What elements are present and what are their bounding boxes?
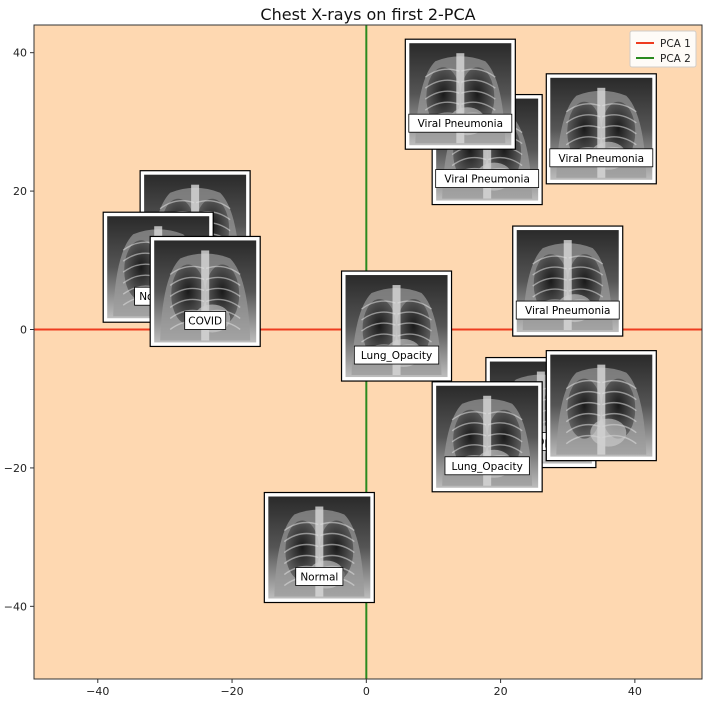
xray-point: [545, 350, 657, 462]
x-tick-label: 0: [363, 685, 370, 698]
legend: PCA 1 PCA 2: [629, 30, 697, 68]
legend-entry: PCA 2: [660, 53, 691, 65]
point-label: Viral Pneumonia: [418, 118, 503, 130]
xray-point: Normal: [263, 491, 375, 604]
x-tick-label: −40: [86, 685, 109, 698]
point-label: Viral Pneumonia: [525, 305, 610, 317]
xray-thumbnails: Normal COVID Viral Pneumonia Viral Pneumoni…: [102, 38, 657, 604]
point-label: Normal: [300, 572, 338, 584]
xray-point: Viral Pneumonia: [404, 38, 516, 150]
xray-point: Viral Pneumonia: [512, 225, 624, 337]
chart-title: Chest X-rays on first 2-PCA: [260, 5, 475, 24]
point-label: COVID: [188, 315, 222, 327]
y-axis: −40 −20 0 20 40: [4, 47, 34, 613]
x-tick-label: −20: [220, 685, 243, 698]
xray-point: Viral Pneumonia: [545, 73, 657, 185]
xray-point: Lung_Opacity: [340, 270, 453, 382]
y-tick-label: −40: [4, 600, 27, 613]
y-tick-label: 20: [13, 185, 27, 198]
legend-entry: PCA 1: [660, 38, 691, 50]
x-tick-label: 40: [628, 685, 642, 698]
x-axis: −40 −20 0 20 40: [86, 679, 642, 698]
y-tick-label: −20: [4, 462, 27, 475]
plot-frame: [33, 24, 703, 680]
point-label: Viral Pneumonia: [559, 153, 644, 165]
xray-point: Lung_Opacity: [431, 381, 543, 493]
y-tick-label: 40: [13, 47, 27, 60]
point-label: Lung_Opacity: [361, 350, 432, 362]
xray-point: COVID: [149, 235, 261, 348]
x-tick-label: 20: [494, 685, 508, 698]
y-tick-label: 0: [20, 324, 27, 337]
point-label: Lung_Opacity: [452, 461, 523, 473]
point-label: Viral Pneumonia: [444, 174, 529, 186]
